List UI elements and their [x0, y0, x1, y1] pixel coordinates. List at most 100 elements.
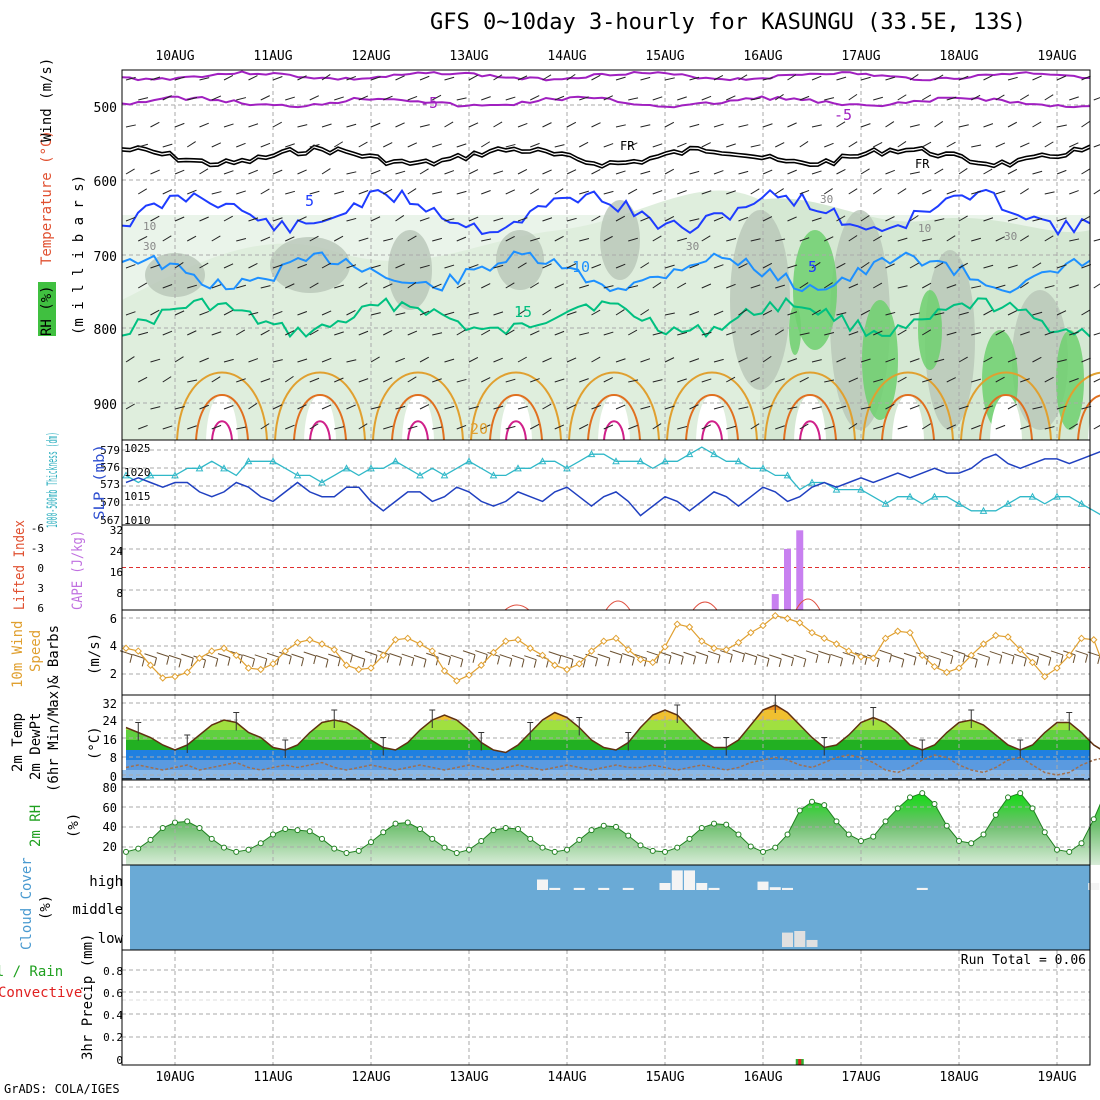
wind-speed-point	[367, 664, 375, 672]
wind-barb	[909, 74, 919, 81]
wind-barb	[272, 76, 283, 81]
wind-speed-point	[134, 647, 142, 655]
surface-wind-barb	[141, 658, 145, 667]
thickness-point	[514, 464, 522, 472]
wind-speed-point	[820, 634, 828, 643]
wind-barb	[677, 378, 687, 383]
wind-barb	[211, 331, 222, 336]
thickness-point	[563, 464, 571, 472]
wind-barb	[566, 311, 577, 316]
top-day-label: 10AUG	[155, 49, 194, 64]
surface-wind-barb	[423, 659, 427, 668]
lifted-index-line	[605, 600, 631, 611]
surface-wind-barb	[781, 653, 794, 659]
wind-barb	[664, 405, 675, 410]
wind-barb	[983, 75, 993, 81]
wind-barb	[297, 358, 308, 363]
wind-barb	[689, 404, 699, 410]
wind-barb	[517, 405, 528, 410]
wind-speed-point	[967, 651, 975, 660]
wind-speed-point	[551, 661, 559, 669]
rh-point	[233, 848, 240, 855]
wind-barb	[468, 264, 479, 269]
wind-barb	[481, 96, 491, 101]
wind-speed-point	[146, 661, 155, 669]
cloud-level-high: high	[89, 874, 123, 890]
wind-barb	[542, 122, 552, 128]
panel6-axis-labels: 2m RH (%)	[28, 805, 82, 847]
wind-barb	[824, 236, 834, 242]
wind-barb	[579, 423, 589, 430]
slp-line	[125, 450, 1100, 517]
high-cloud-bar	[671, 870, 683, 890]
wind-barb	[713, 170, 724, 175]
wind-barb	[383, 142, 393, 148]
surface-wind-barb	[1060, 654, 1064, 664]
contour-25	[391, 394, 445, 441]
wind-barb	[370, 169, 381, 175]
wind-barb	[297, 75, 307, 81]
wind-barb	[836, 405, 847, 410]
surface-wind-barb	[497, 656, 500, 665]
wind-barb	[1007, 168, 1018, 175]
high-cloud-bar	[684, 870, 695, 890]
wind-barb	[958, 124, 969, 128]
surface-wind-barb	[705, 655, 709, 664]
wind-barb	[370, 216, 381, 222]
wind-barb	[726, 95, 736, 101]
wind-barb	[677, 237, 688, 242]
wind-speed-point	[1028, 658, 1037, 667]
wind-barb	[701, 190, 712, 195]
wind-barb	[419, 404, 430, 410]
wind-speed-point	[832, 640, 841, 648]
wind-barb	[848, 235, 858, 242]
panel1-axis-labels: RH (%) Temperature (°C) Wind (m/s) (m i …	[38, 58, 87, 336]
wind-barb	[909, 358, 920, 363]
wind-barb	[1069, 190, 1079, 195]
wind-barb	[701, 142, 711, 148]
wind-barb	[983, 264, 994, 269]
wind-barb	[713, 264, 724, 269]
thickness-point	[881, 499, 890, 507]
rh-point	[502, 824, 509, 831]
wind-barb	[223, 215, 233, 222]
wind-barb	[223, 263, 234, 269]
wind-barb	[1019, 188, 1029, 195]
contour-30	[799, 420, 821, 441]
wind-barb	[799, 141, 809, 148]
wind-barb	[187, 379, 198, 383]
wind-speed-point	[208, 647, 216, 655]
wind-barb	[321, 357, 332, 363]
wind-barb	[726, 331, 736, 336]
wind-barb	[407, 95, 418, 101]
surface-wind-barb	[756, 654, 770, 660]
rh-point	[429, 835, 436, 842]
rh-point	[919, 790, 926, 797]
wind-barb	[1056, 124, 1067, 128]
rh-point	[809, 798, 815, 805]
contour-20	[372, 371, 464, 441]
wind-speed-point	[734, 638, 743, 647]
wind-barb	[983, 356, 993, 363]
wind-speed-point	[710, 644, 718, 652]
wind-barb	[640, 216, 650, 222]
surface-wind-barb	[805, 650, 819, 656]
wind-barb	[199, 122, 209, 128]
wind-speed-point	[698, 637, 706, 645]
wind-barb	[873, 378, 883, 383]
wind-barb	[248, 75, 258, 81]
surface-wind-barb	[386, 654, 390, 663]
wind-barb	[235, 329, 246, 336]
wind-barb	[677, 142, 687, 148]
wind-barb	[922, 238, 933, 242]
wind-barb	[934, 404, 944, 410]
wind-barb	[554, 330, 565, 336]
bottom-day-label: 18AUG	[939, 1070, 978, 1085]
rh-legend-swatch	[38, 282, 56, 336]
thickness-point	[244, 457, 253, 465]
wind-barb	[921, 94, 932, 101]
contour-minus10	[121, 70, 1090, 82]
wind-barb	[628, 142, 638, 148]
surface-wind-barb	[717, 655, 721, 664]
thickness-point	[342, 464, 351, 472]
